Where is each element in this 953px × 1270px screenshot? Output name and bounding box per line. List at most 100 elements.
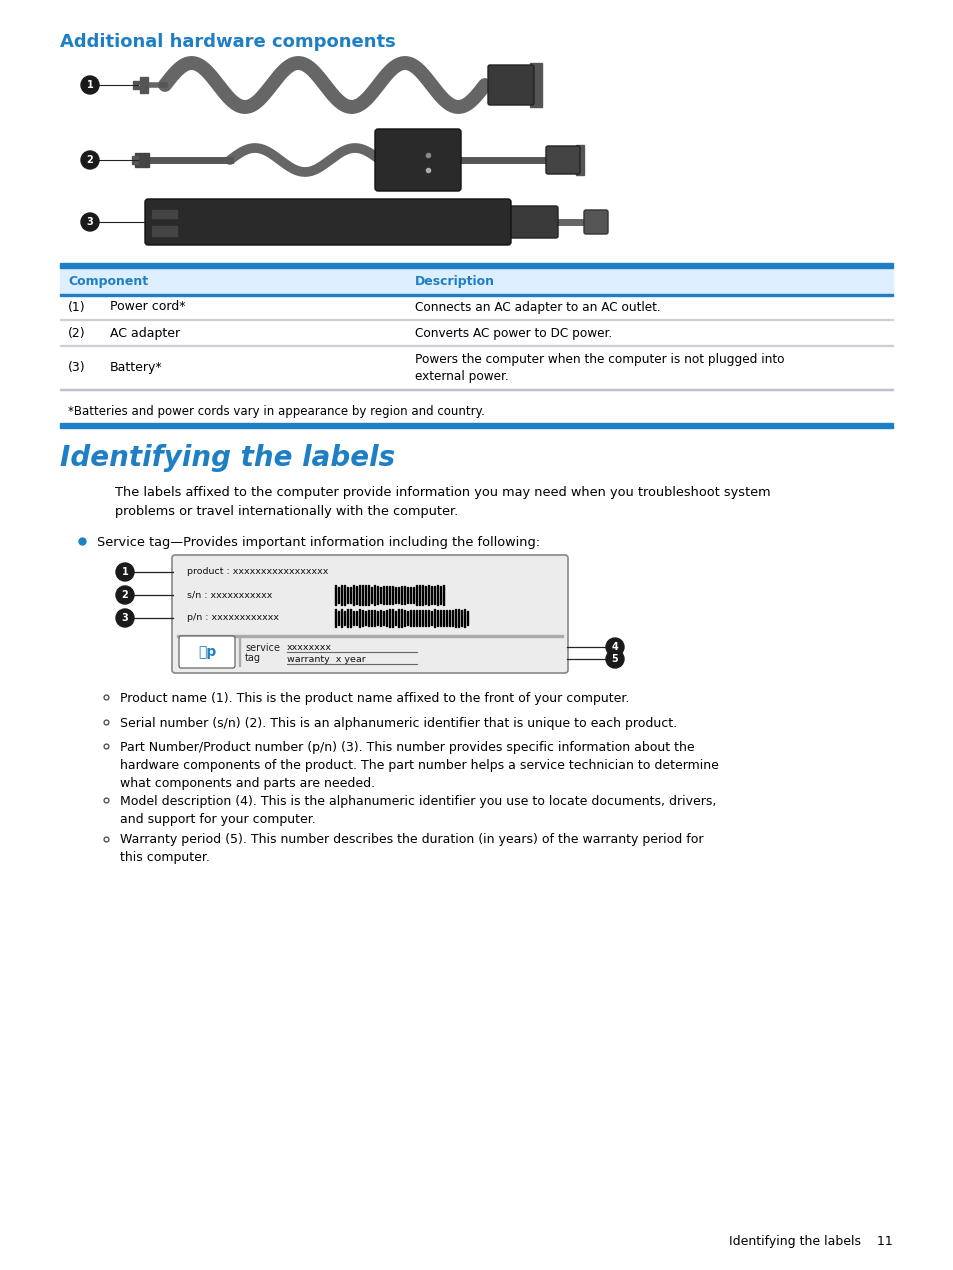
FancyBboxPatch shape [172, 555, 567, 673]
Text: (3): (3) [68, 362, 86, 375]
Bar [382, 611, 384, 625]
Bar [457, 610, 459, 627]
Text: Part Number/Product number (p/n) (3). This number provides specific information : Part Number/Product number (p/n) (3). Th… [120, 740, 719, 790]
Bar [386, 585, 387, 605]
Text: Component: Component [68, 274, 148, 287]
Text: Description: Description [415, 274, 495, 287]
Text: 3: 3 [121, 613, 129, 624]
Bar [60, 423, 892, 428]
Bar [152, 210, 177, 218]
Text: Product name (1). This is the product name affixed to the front of your computer: Product name (1). This is the product na… [120, 692, 629, 705]
Text: Converts AC power to DC power.: Converts AC power to DC power. [415, 326, 612, 339]
Bar [140, 77, 148, 93]
Text: Battery*: Battery* [110, 362, 162, 375]
Bar [358, 585, 360, 605]
Bar [60, 268, 892, 293]
Text: (1): (1) [68, 301, 86, 314]
Bar [340, 585, 342, 605]
Bar [355, 611, 357, 625]
FancyBboxPatch shape [145, 199, 511, 245]
Bar [400, 610, 402, 627]
Bar [455, 610, 456, 627]
Bar [350, 587, 351, 603]
Bar [335, 585, 336, 605]
FancyBboxPatch shape [375, 130, 460, 190]
Text: 5: 5 [611, 654, 618, 664]
Bar [410, 610, 411, 626]
Bar [436, 585, 438, 605]
Bar [407, 587, 408, 603]
Bar [436, 610, 438, 626]
Bar [355, 585, 357, 605]
Bar [418, 610, 420, 626]
Bar [368, 585, 369, 605]
Bar [421, 610, 423, 626]
Bar [392, 610, 393, 627]
Text: The labels affixed to the computer provide information you may need when you tro: The labels affixed to the computer provi… [115, 486, 770, 517]
Bar [421, 585, 423, 605]
Bar [439, 610, 441, 626]
Bar [135, 152, 149, 166]
Text: service: service [245, 643, 280, 653]
FancyBboxPatch shape [488, 65, 534, 105]
Bar [353, 611, 355, 625]
Bar [371, 610, 372, 626]
Bar [361, 610, 363, 626]
Bar [379, 587, 381, 603]
Bar [239, 638, 240, 665]
Bar [337, 587, 339, 603]
Text: AC adapter: AC adapter [110, 326, 180, 339]
Bar [347, 587, 348, 603]
Text: 2: 2 [121, 591, 129, 599]
Circle shape [116, 585, 133, 605]
Bar [431, 611, 432, 625]
Text: warranty  x year: warranty x year [287, 654, 365, 663]
Bar [403, 585, 405, 605]
FancyBboxPatch shape [545, 146, 579, 174]
Bar [340, 610, 342, 627]
Bar [344, 585, 345, 605]
Text: p/n : xxxxxxxxxxxx: p/n : xxxxxxxxxxxx [187, 613, 278, 622]
Text: (2): (2) [68, 326, 86, 339]
Bar [395, 587, 396, 603]
Bar [392, 585, 393, 605]
Bar [350, 610, 351, 627]
Text: 1: 1 [121, 566, 129, 577]
Bar [449, 610, 450, 626]
Text: *Batteries and power cords vary in appearance by region and country.: *Batteries and power cords vary in appea… [68, 405, 484, 419]
Bar [361, 585, 363, 605]
Bar [428, 610, 429, 626]
Bar [442, 610, 444, 626]
Circle shape [116, 563, 133, 580]
Bar [397, 610, 399, 627]
Bar [382, 585, 384, 605]
Bar [389, 610, 390, 627]
Text: 4: 4 [611, 643, 618, 652]
Text: Identifying the labels: Identifying the labels [60, 444, 395, 472]
Bar [376, 585, 378, 605]
Bar [428, 585, 429, 605]
Bar [403, 610, 405, 626]
Circle shape [81, 151, 99, 169]
Bar [418, 585, 420, 605]
Bar [400, 585, 402, 605]
Bar [132, 156, 138, 159]
Text: Connects an AC adapter to an AC outlet.: Connects an AC adapter to an AC outlet. [415, 301, 659, 314]
Bar [132, 161, 138, 164]
Bar [368, 610, 369, 626]
Circle shape [116, 610, 133, 627]
Bar [60, 293, 892, 296]
Bar [463, 610, 465, 627]
Bar [389, 585, 390, 605]
Bar [347, 610, 348, 627]
Bar [132, 86, 143, 89]
Text: xxxxxxxx: xxxxxxxx [287, 643, 332, 652]
Bar [467, 611, 468, 625]
Bar [374, 585, 375, 605]
Bar [132, 81, 143, 84]
Bar [530, 64, 541, 107]
Text: Service tag—Provides important information including the following:: Service tag—Provides important informati… [97, 536, 539, 549]
Text: Identifying the labels    11: Identifying the labels 11 [728, 1234, 892, 1248]
Text: 1: 1 [87, 80, 93, 90]
Bar [424, 610, 426, 626]
